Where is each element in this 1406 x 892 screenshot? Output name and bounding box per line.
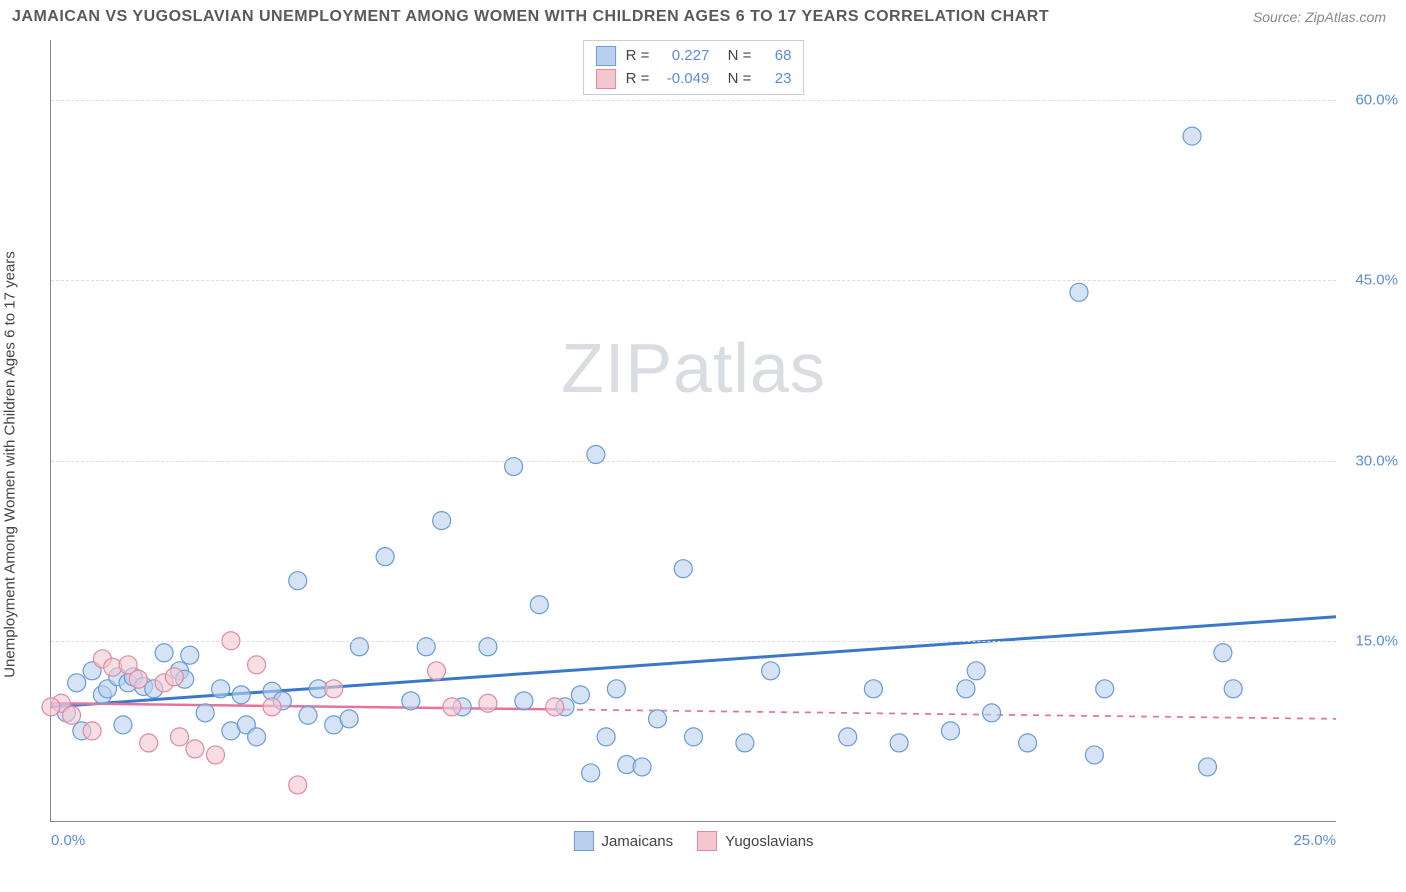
scatter-point: [633, 758, 651, 776]
scatter-point: [479, 694, 497, 712]
scatter-point: [248, 728, 266, 746]
scatter-point: [443, 698, 461, 716]
scatter-point: [63, 706, 81, 724]
scatter-point: [674, 560, 692, 578]
scatter-point: [685, 728, 703, 746]
bottom-legend-label: Jamaicans: [601, 833, 673, 850]
scatter-point: [263, 698, 281, 716]
scatter-point: [649, 710, 667, 728]
scatter-point: [839, 728, 857, 746]
bottom-legend-item: Yugoslavians: [697, 831, 813, 851]
scatter-point: [376, 548, 394, 566]
scatter-point: [165, 668, 183, 686]
regression-line-dashed: [565, 709, 1336, 718]
scatter-svg: [51, 40, 1336, 821]
gridline: [51, 461, 1336, 462]
scatter-point: [890, 734, 908, 752]
scatter-point: [1096, 680, 1114, 698]
scatter-point: [181, 646, 199, 664]
scatter-point: [114, 716, 132, 734]
ytick-label: 15.0%: [1343, 632, 1398, 649]
scatter-point: [42, 698, 60, 716]
scatter-point: [289, 776, 307, 794]
scatter-point: [530, 596, 548, 614]
scatter-point: [340, 710, 358, 728]
scatter-point: [289, 572, 307, 590]
scatter-point: [1214, 644, 1232, 662]
scatter-point: [1183, 127, 1201, 145]
scatter-point: [140, 734, 158, 752]
scatter-point: [864, 680, 882, 698]
scatter-point: [515, 692, 533, 710]
scatter-point: [299, 706, 317, 724]
scatter-point: [736, 734, 754, 752]
gridline: [51, 100, 1336, 101]
scatter-point: [325, 680, 343, 698]
scatter-point: [212, 680, 230, 698]
scatter-point: [1199, 758, 1217, 776]
bottom-legend-label: Yugoslavians: [725, 833, 813, 850]
legend-swatch: [573, 831, 593, 851]
scatter-point: [546, 698, 564, 716]
scatter-point: [186, 740, 204, 758]
scatter-point: [983, 704, 1001, 722]
chart-source: Source: ZipAtlas.com: [1253, 9, 1386, 25]
legend-swatch: [697, 831, 717, 851]
chart-title: JAMAICAN VS YUGOSLAVIAN UNEMPLOYMENT AMO…: [12, 8, 1049, 26]
chart-wrap: Unemployment Among Women with Children A…: [0, 30, 1406, 882]
plot-area: ZIPatlas R =0.227 N =68R =-0.049 N =23 J…: [50, 40, 1336, 822]
scatter-point: [942, 722, 960, 740]
xtick-label: 0.0%: [51, 832, 85, 849]
chart-header: JAMAICAN VS YUGOSLAVIAN UNEMPLOYMENT AMO…: [0, 0, 1406, 30]
scatter-point: [1070, 283, 1088, 301]
ytick-label: 60.0%: [1343, 92, 1398, 109]
scatter-point: [967, 662, 985, 680]
gridline: [51, 280, 1336, 281]
scatter-point: [402, 692, 420, 710]
scatter-point: [68, 674, 86, 692]
scatter-point: [1019, 734, 1037, 752]
bottom-legend-item: Jamaicans: [573, 831, 673, 851]
scatter-point: [129, 670, 147, 688]
scatter-point: [232, 686, 250, 704]
scatter-point: [428, 662, 446, 680]
ytick-label: 45.0%: [1343, 272, 1398, 289]
scatter-point: [1085, 746, 1103, 764]
ytick-label: 30.0%: [1343, 452, 1398, 469]
scatter-point: [582, 764, 600, 782]
gridline: [51, 641, 1336, 642]
scatter-point: [196, 704, 214, 722]
scatter-point: [206, 746, 224, 764]
scatter-point: [171, 728, 189, 746]
xtick-label: 25.0%: [1293, 832, 1336, 849]
scatter-point: [83, 722, 101, 740]
scatter-point: [607, 680, 625, 698]
scatter-point: [248, 656, 266, 674]
scatter-point: [433, 512, 451, 530]
scatter-point: [957, 680, 975, 698]
scatter-point: [762, 662, 780, 680]
scatter-point: [597, 728, 615, 746]
scatter-point: [1224, 680, 1242, 698]
scatter-point: [571, 686, 589, 704]
bottom-legend: Jamaicans Yugoslavians: [573, 831, 813, 851]
scatter-point: [155, 644, 173, 662]
y-axis-label: Unemployment Among Women with Children A…: [2, 251, 19, 678]
